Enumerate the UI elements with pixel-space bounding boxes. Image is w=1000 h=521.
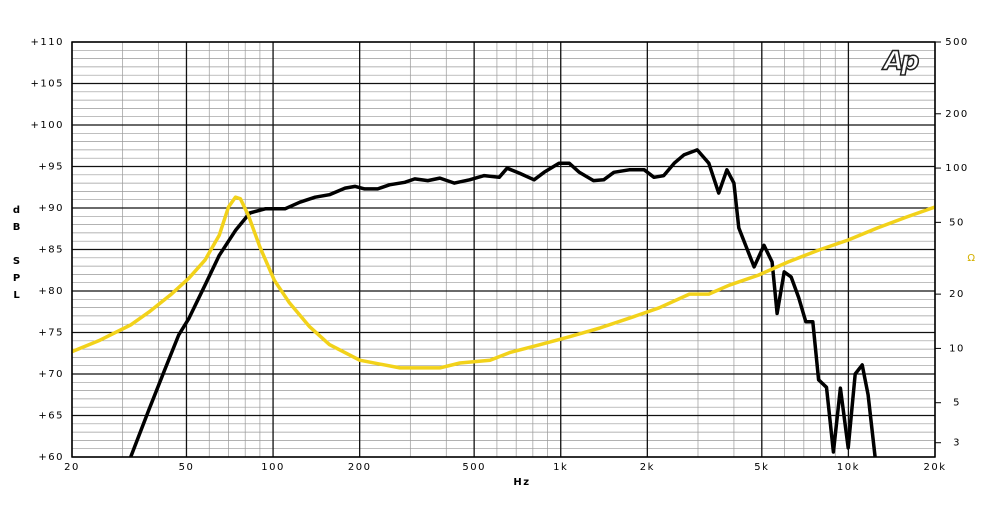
grid [71,41,936,458]
y-tick-label: +70 [38,369,64,380]
y2-tick-label: 3 [953,438,961,449]
x-tick-label: 10k [837,462,860,473]
logo: Ap [882,47,919,77]
y2-tick-label: 50 [949,217,965,228]
y-tick-label: +105 [31,79,64,90]
y2-tick-label: 500 [945,37,969,48]
y-tick-label: +95 [38,162,64,173]
x-tick-label: 100 [261,462,285,473]
x-tick-label: 20k [923,462,946,473]
y2-tick-label: 100 [945,163,969,174]
curves [72,148,935,457]
x-tick-label: 5k [754,462,769,473]
x-tick-label: 2k [640,462,655,473]
x-tick-label: 50 [179,462,195,473]
y2-tick-label: 10 [949,343,965,354]
y-tick-label: +90 [38,203,64,214]
x-tick-label: 1k [553,462,568,473]
curve [129,148,877,457]
y2-axis-label: Ω [967,253,976,264]
x-tick-label: 20 [64,462,80,473]
x-tick-label: 200 [348,462,372,473]
curve [72,195,935,370]
y-tick-label: +65 [38,411,64,422]
y-tick-label: +100 [31,120,64,131]
y-tick-label: +110 [31,37,64,48]
y-tick-label: +75 [38,328,64,339]
x-axis-label: Hz [513,477,530,488]
y-axis-label: dB SPL [11,205,22,307]
y-tick-label: +60 [38,452,64,463]
y2-tick-label: 200 [945,109,969,120]
y2-tick-label: 5 [953,398,961,409]
y-tick-label: +80 [38,286,64,297]
plot-frame [71,41,936,458]
x-tick-label: 500 [462,462,486,473]
y2-tick-label: 20 [949,289,965,300]
y-tick-label: +85 [38,245,64,256]
